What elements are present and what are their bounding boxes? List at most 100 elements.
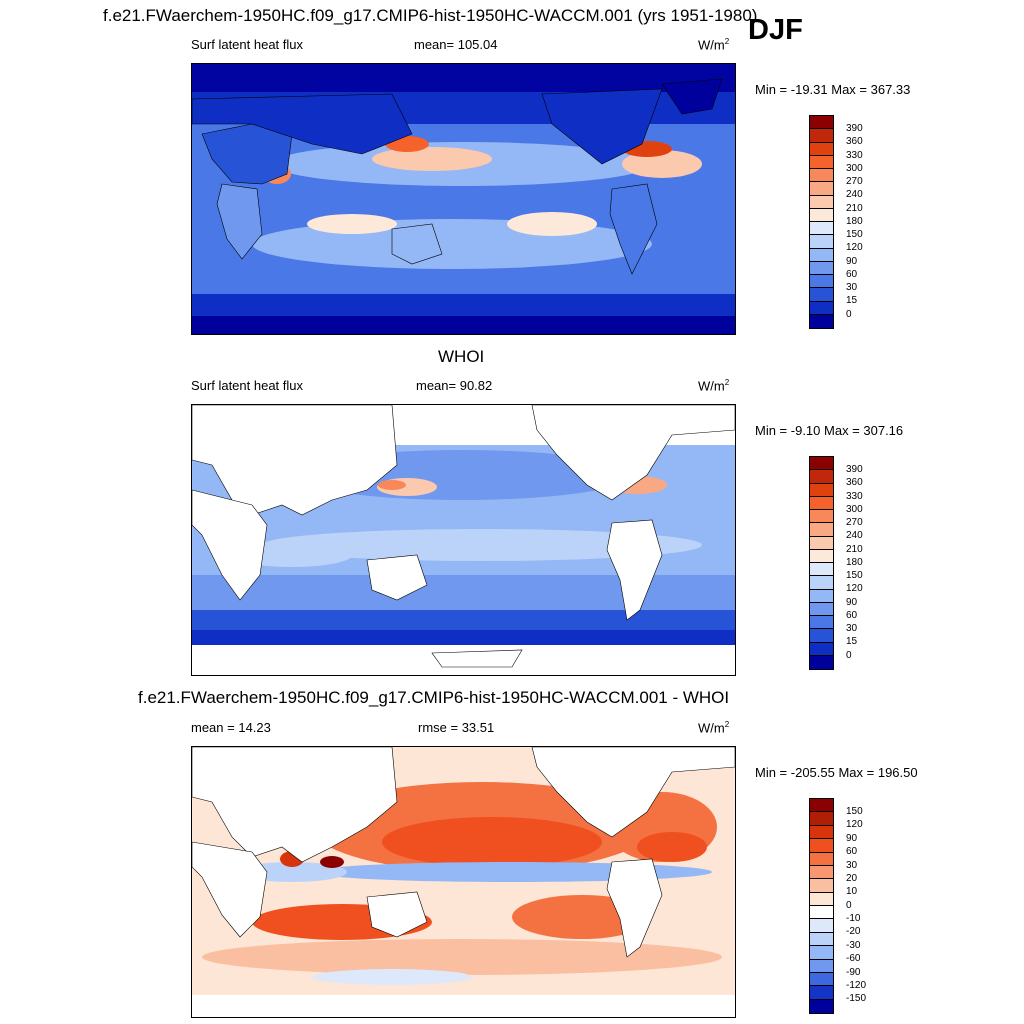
panel2-variable-label: Surf latent heat flux: [191, 378, 304, 393]
colorbar-tick-label: 300: [846, 162, 863, 174]
panel2-mean-label: mean= 90.82: [416, 378, 493, 393]
colorbar-tick-label: 90: [846, 596, 858, 608]
colorbar-tick-label: 240: [846, 189, 863, 201]
panel3-colorbar-bin: [810, 879, 833, 893]
panel3-colorbar-bin: [810, 972, 833, 987]
colorbar-tick-label: 60: [846, 268, 858, 280]
panel1-colorbar-bin: [810, 301, 833, 315]
panel2-colorbar-bin: [810, 470, 833, 484]
panel3-colorbar-bin: [810, 906, 833, 920]
panel1-colorbar-bin: [810, 155, 833, 169]
panel3-colorbar-bin: [810, 825, 833, 840]
panel3-colorbar-bin: [810, 799, 833, 813]
colorbar-tick-label: -120: [846, 979, 867, 991]
panel2-title: WHOI: [438, 347, 485, 366]
panel2-colorbar-bin: [810, 563, 833, 577]
colorbar-tick-label: -90: [846, 966, 861, 978]
panel1-colorbar-bin: [810, 235, 833, 249]
panel2-colorbar-bin: [810, 457, 833, 471]
panel3-colorbar-bin: [810, 919, 833, 933]
panel1-colorbar-bin: [810, 129, 833, 143]
panel2-colorbar-bin: [810, 483, 833, 497]
panel3-colorbar-bin: [810, 865, 833, 880]
colorbar-tick-label: 150: [846, 806, 863, 817]
panel3-colorbar-bin: [810, 932, 833, 947]
panel2-colorbar-bin: [810, 510, 833, 524]
panel1-mean-label: mean= 105.04: [414, 37, 498, 52]
colorbar-tick-label: 10: [846, 886, 858, 898]
panel2-map: [191, 404, 736, 676]
panel3-mean-label: mean = 14.23: [191, 720, 271, 735]
colorbar-tick-label: 90: [846, 255, 858, 267]
panel3-rmse-label: rmse = 33.51: [418, 720, 495, 735]
panel3-colorbar-bin: [810, 839, 833, 853]
colorbar-tick-label: 390: [846, 464, 863, 475]
panel3-colorbar-bin: [810, 852, 833, 866]
panel1-map: [191, 63, 736, 335]
panel1-colorbar-bin: [810, 222, 833, 236]
panel1-minmax: Min = -19.31 Max = 367.33: [755, 82, 911, 97]
panel1-colorbar-bin: [810, 116, 833, 130]
colorbar-tick-label: -30: [846, 939, 861, 951]
colorbar-tick-label: 330: [846, 149, 863, 161]
colorbar-tick-label: 60: [846, 609, 858, 621]
colorbar-tick-label: 15: [846, 636, 858, 648]
colorbar-tick-label: 0: [846, 649, 852, 661]
colorbar-tick-label: 0: [846, 308, 852, 320]
panel1-variable-label: Surf latent heat flux: [191, 37, 304, 52]
colorbar-tick-label: 0: [846, 899, 852, 911]
panel2-colorbar-bin: [810, 536, 833, 550]
colorbar-tick-label: 240: [846, 530, 863, 542]
panel1-colorbar-bin: [810, 169, 833, 183]
panel3-map: [191, 746, 736, 1018]
panel1-colorbar: [809, 115, 834, 329]
panel1-colorbar-bin: [810, 182, 833, 196]
panel3-colorbar: [809, 798, 834, 1014]
panel1-colorbar-bin: [810, 314, 833, 328]
panel3-colorbar-bin: [810, 986, 833, 1000]
panel2-colorbar-bin: [810, 629, 833, 643]
panel1-colorbar-bin: [810, 208, 833, 222]
panel1-colorbar-bin: [810, 275, 833, 289]
colorbar-tick-label: 30: [846, 282, 858, 293]
colorbar-tick-label: -10: [846, 913, 861, 924]
panel2-colorbar-bin: [810, 602, 833, 616]
colorbar-tick-label: 180: [846, 556, 863, 568]
panel1-colorbar-bin: [810, 261, 833, 275]
colorbar-tick-label: 270: [846, 517, 863, 528]
season-label: DJF: [748, 14, 803, 46]
panel3-colorbar-bin: [810, 892, 833, 906]
main-title: f.e21.FWaerchem-1950HC.f09_g17.CMIP6-his…: [103, 6, 758, 25]
colorbar-tick-label: 150: [846, 229, 863, 240]
panel3-units: W/m2: [698, 720, 730, 736]
panel2-colorbar-bin: [810, 576, 833, 590]
panel1-colorbar-bin: [810, 195, 833, 209]
panel3-title: f.e21.FWaerchem-1950HC.f09_g17.CMIP6-his…: [138, 688, 730, 707]
panel2-minmax: Min = -9.10 Max = 307.16: [755, 423, 904, 438]
panel3-colorbar-bin: [810, 999, 833, 1013]
colorbar-tick-label: 270: [846, 176, 863, 187]
colorbar-tick-label: 60: [846, 846, 858, 858]
panel2-colorbar-bin: [810, 655, 833, 669]
colorbar-tick-label: 210: [846, 543, 863, 555]
colorbar-tick-label: 210: [846, 202, 863, 214]
panel1-colorbar-bin: [810, 288, 833, 302]
colorbar-tick-label: -60: [846, 953, 861, 965]
colorbar-tick-label: 330: [846, 490, 863, 502]
colorbar-tick-label: 30: [846, 623, 858, 634]
colorbar-tick-label: 30: [846, 859, 858, 871]
panel1-colorbar-bin: [810, 142, 833, 156]
colorbar-tick-label: 390: [846, 123, 863, 134]
colorbar-tick-label: 15: [846, 295, 858, 307]
panel2-colorbar-bin: [810, 523, 833, 537]
panel2-colorbar-bin: [810, 642, 833, 656]
panel3-minmax: Min = -205.55 Max = 196.50: [755, 765, 918, 780]
panel1-units: W/m2: [698, 37, 730, 53]
colorbar-tick-label: 120: [846, 583, 863, 595]
colorbar-tick-label: 360: [846, 477, 863, 489]
panel2-colorbar-bin: [810, 616, 833, 630]
panel3-colorbar-bin: [810, 959, 833, 973]
colorbar-tick-label: 120: [846, 242, 863, 254]
colorbar-tick-label: -150: [846, 993, 867, 1005]
colorbar-tick-label: 20: [846, 872, 858, 884]
